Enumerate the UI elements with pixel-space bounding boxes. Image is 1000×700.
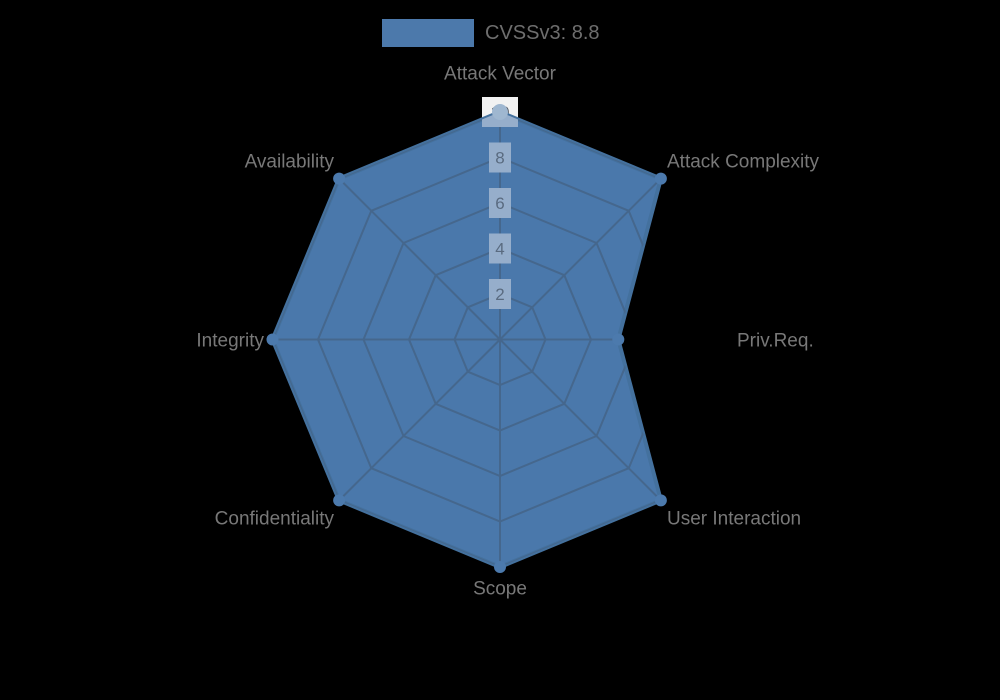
axis-label-user-interaction: User Interaction <box>667 509 801 530</box>
axis-label-scope: Scope <box>473 579 527 600</box>
data-point-marker <box>654 172 667 185</box>
grid-spoke <box>338 338 501 502</box>
tick-label: 8 <box>495 148 504 167</box>
tick-backdrop <box>489 142 511 173</box>
tick-backdrop <box>489 233 511 264</box>
axis-label-availability: Availability <box>245 152 335 173</box>
data-point-marker <box>333 494 346 507</box>
data-point-marker <box>492 104 508 120</box>
axis-label-attack-complexity: Attack Complexity <box>667 152 820 173</box>
data-point-marker <box>654 494 667 507</box>
axis-label-integrity: Integrity <box>196 331 264 352</box>
legend-label: CVSSv3: 8.8 <box>485 22 600 44</box>
tick-label: 6 <box>495 194 504 213</box>
legend-swatch <box>382 19 474 47</box>
tick-backdrop <box>489 188 511 218</box>
axis-label-confidentiality: Confidentiality <box>215 509 335 530</box>
tick-backdrop <box>489 279 511 309</box>
data-point-marker <box>333 172 346 185</box>
grid-spoke <box>499 338 661 502</box>
tick-label: 4 <box>495 239 504 258</box>
axis-label-priv-req: Priv.Req. <box>737 331 814 352</box>
data-point-marker <box>494 561 506 573</box>
tick-label: 2 <box>495 285 504 304</box>
chart-legend: CVSSv3: 8.8 <box>382 19 600 47</box>
data-point-marker <box>266 333 279 346</box>
grid-spoke <box>499 177 661 341</box>
grid-spoke <box>338 177 501 341</box>
data-point-marker <box>612 333 625 346</box>
axis-label-attack-vector: Attack Vector <box>444 64 557 85</box>
